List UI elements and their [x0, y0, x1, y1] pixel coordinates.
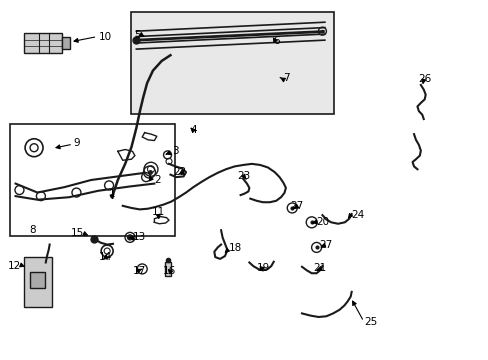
Text: 13: 13 — [132, 232, 145, 242]
Text: 24: 24 — [351, 210, 364, 220]
Text: 23: 23 — [236, 171, 250, 181]
Text: 15: 15 — [70, 228, 83, 238]
Bar — [24, 257, 52, 307]
Bar — [131, 12, 333, 114]
Bar — [24, 33, 61, 53]
Text: 6: 6 — [272, 36, 279, 46]
Text: 19: 19 — [256, 263, 269, 273]
Text: 17: 17 — [133, 266, 146, 276]
Text: 25: 25 — [363, 317, 376, 327]
Text: 14: 14 — [99, 252, 112, 262]
Text: 27: 27 — [290, 201, 303, 211]
Text: 4: 4 — [190, 125, 196, 135]
Bar — [164, 262, 170, 276]
Text: 5: 5 — [134, 30, 141, 40]
Circle shape — [127, 235, 132, 240]
Text: 2: 2 — [154, 175, 161, 185]
Text: 20: 20 — [316, 217, 329, 227]
Text: 7: 7 — [283, 73, 289, 83]
Bar — [10, 125, 175, 235]
Text: 27: 27 — [319, 239, 332, 249]
Text: 9: 9 — [73, 139, 80, 148]
Text: 16: 16 — [162, 266, 175, 276]
Text: 26: 26 — [417, 74, 430, 84]
Bar — [61, 37, 70, 49]
Text: 18: 18 — [228, 243, 242, 253]
Text: 3: 3 — [172, 146, 179, 156]
Text: 12: 12 — [8, 261, 21, 271]
Text: 8: 8 — [29, 225, 36, 235]
Text: 10: 10 — [98, 32, 111, 41]
Text: 1: 1 — [108, 189, 115, 199]
Text: 21: 21 — [313, 263, 326, 273]
Bar — [29, 273, 45, 288]
Text: 11: 11 — [151, 207, 164, 217]
Text: 22: 22 — [173, 167, 186, 177]
